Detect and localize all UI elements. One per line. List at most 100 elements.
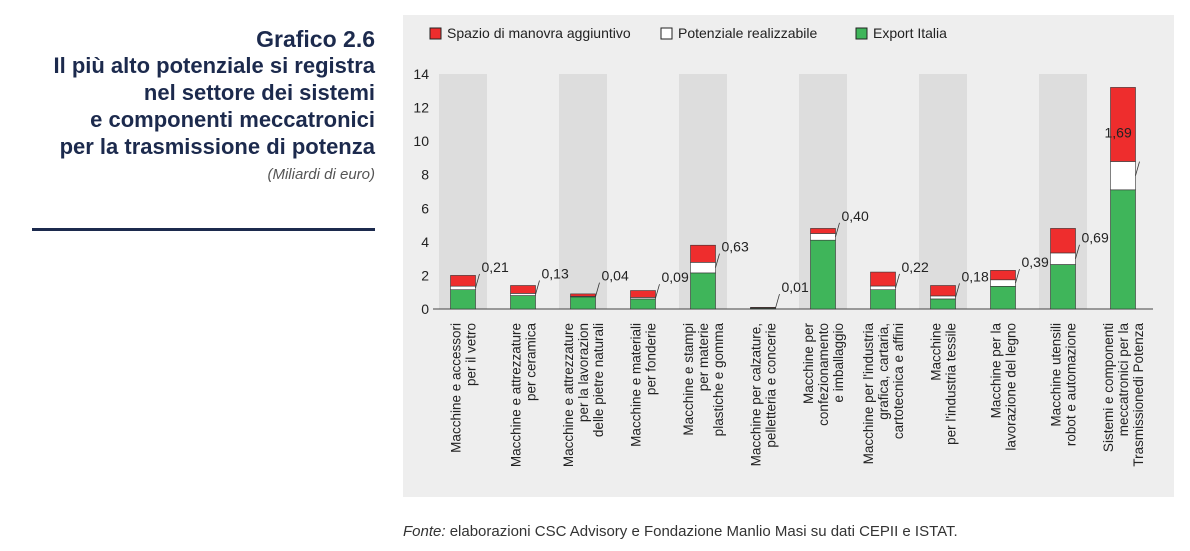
category-label-line: e imballaggio bbox=[831, 323, 846, 403]
category-label: Macchine e attrezzature per la lavorazion… bbox=[561, 323, 606, 467]
category-label-line: Macchine e attrezzature bbox=[509, 323, 524, 467]
data-label: 0,04 bbox=[602, 268, 629, 284]
category-label-line: per fonderie bbox=[644, 323, 659, 395]
bar-potenziale bbox=[1050, 252, 1076, 265]
bar-spazio bbox=[630, 290, 656, 298]
bar-export bbox=[930, 298, 956, 310]
bar-export bbox=[630, 298, 656, 310]
category-label: Macchine per calzature, pelletteria e con… bbox=[749, 323, 779, 466]
bar-export bbox=[810, 239, 836, 310]
source-note: Fonte: elaborazioni CSC Advisory e Fonda… bbox=[403, 523, 958, 540]
background-band bbox=[559, 74, 607, 309]
bar-spazio bbox=[510, 285, 536, 294]
chart-number: Grafico 2.6 bbox=[256, 26, 375, 52]
bar-spazio bbox=[450, 275, 476, 287]
legend-label: Spazio di manovra aggiuntivo bbox=[447, 25, 631, 41]
bar-potenziale bbox=[510, 293, 536, 296]
bar-potenziale bbox=[870, 285, 896, 290]
y-tick-label: 4 bbox=[421, 234, 429, 250]
bar-spazio bbox=[750, 307, 776, 309]
data-label-leader bbox=[535, 280, 540, 295]
bar-potenziale bbox=[1110, 161, 1136, 191]
category-label-line: cartotecnica e affini bbox=[891, 323, 906, 439]
data-label: 0,18 bbox=[962, 268, 989, 284]
data-label-leader bbox=[655, 284, 660, 299]
legend-label: Export Italia bbox=[873, 25, 947, 41]
data-label: 0,21 bbox=[482, 259, 509, 275]
bar-spazio bbox=[990, 270, 1016, 281]
category-label: Macchine e materiali per fonderie bbox=[629, 323, 659, 447]
category-label-line: per il vetro bbox=[464, 323, 479, 386]
category-label-line: pelletteria e concerie bbox=[764, 323, 779, 448]
bar-potenziale bbox=[990, 279, 1016, 287]
category-label-line: Trasmissionedi Potenza bbox=[1131, 323, 1146, 467]
data-label: 0,40 bbox=[842, 208, 869, 224]
chart-unit: (Miliardi di euro) bbox=[267, 166, 375, 183]
data-label: 0,13 bbox=[542, 265, 569, 281]
category-label-line: Sistemi e componenti bbox=[1101, 323, 1116, 452]
legend-label: Potenziale realizzabile bbox=[678, 25, 818, 41]
data-label-leader bbox=[1075, 244, 1080, 259]
bar-spazio bbox=[870, 271, 896, 287]
stacked-bar-chart: 0 2 4 6 8 10 12 14 Spazio di manovra aggiuntivo P… bbox=[413, 25, 1153, 468]
category-label-line: plastiche e gomma bbox=[711, 323, 726, 437]
y-tick-label: 0 bbox=[421, 301, 429, 317]
y-tick-label: 12 bbox=[413, 100, 429, 116]
bar-export bbox=[1110, 189, 1136, 310]
category-label-line: robot e automazione bbox=[1064, 323, 1079, 446]
heading-divider bbox=[32, 228, 375, 231]
category-label-line: grafica, cartaria, bbox=[876, 323, 891, 420]
category-label-line: per ceramica bbox=[524, 323, 539, 402]
category-label-line: Macchine e materiali bbox=[629, 323, 644, 447]
category-label-line: confezionamento bbox=[816, 323, 831, 426]
category-label-line: Macchine per l'industria bbox=[861, 323, 876, 465]
category-label-line: meccatronici per la bbox=[1116, 323, 1131, 437]
y-tick-label: 2 bbox=[421, 267, 429, 283]
category-label: Macchine utensili robot e automazione bbox=[1049, 323, 1079, 446]
data-label-leader bbox=[715, 253, 720, 268]
data-label: 0,22 bbox=[902, 259, 929, 275]
data-label: 0,69 bbox=[1082, 230, 1109, 246]
chart-heading: Grafico 2.6 Il più alto potenziale si re… bbox=[20, 26, 375, 183]
data-label: 0,63 bbox=[722, 239, 749, 255]
bar-potenziale bbox=[450, 285, 476, 290]
category-label-line: Macchine e stampi bbox=[681, 323, 696, 436]
data-label-leader bbox=[1135, 161, 1140, 176]
chart-panel: 0 2 4 6 8 10 12 14 Spazio di manovra aggiuntivo P… bbox=[403, 15, 1174, 497]
category-label: Macchine e accessori per il vetro bbox=[449, 323, 479, 453]
bar-spazio bbox=[570, 293, 596, 297]
category-label-line: delle pietre naturali bbox=[591, 323, 606, 437]
y-tick-label: 10 bbox=[413, 133, 429, 149]
background-band bbox=[439, 74, 487, 309]
chart-title-line: per la trasmissione di potenza bbox=[59, 134, 375, 159]
category-label-line: per materie bbox=[696, 323, 711, 391]
bar-spazio bbox=[1110, 87, 1136, 162]
category-label: Sistemi e componenti meccatronici per la T… bbox=[1101, 323, 1146, 467]
bar-export bbox=[570, 296, 596, 310]
y-tick-label: 14 bbox=[413, 66, 429, 82]
background-band bbox=[919, 74, 967, 309]
data-label-leader bbox=[775, 293, 780, 309]
category-label-line: Macchine per la bbox=[989, 323, 1004, 419]
data-label-leader bbox=[955, 283, 960, 298]
bar-spazio bbox=[930, 285, 956, 297]
category-label-line: Macchine e accessori bbox=[449, 323, 464, 453]
category-label: Macchine e stampi per materie plastiche e … bbox=[681, 323, 726, 437]
category-label: Macchine per confezionamento e imballaggio bbox=[801, 323, 846, 426]
bar-potenziale bbox=[930, 295, 956, 300]
category-label-line: per la lavorazion bbox=[576, 323, 591, 422]
category-label: Macchine e attrezzature per ceramica bbox=[509, 323, 539, 468]
bar-potenziale bbox=[690, 262, 716, 274]
category-label: Macchine per la lavorazione del legno bbox=[989, 323, 1019, 451]
bar-export bbox=[870, 289, 896, 310]
category-label: Macchine per l'industria grafica, cartari… bbox=[861, 323, 906, 465]
bar-spazio bbox=[1050, 228, 1076, 254]
category-label-line: Macchine per calzature, bbox=[749, 323, 764, 466]
data-label: 0,09 bbox=[662, 269, 689, 285]
data-label-leader bbox=[475, 273, 480, 289]
source-prefix: Fonte: bbox=[403, 523, 446, 540]
data-label-leader bbox=[835, 222, 840, 237]
category-label-line: per l'industria tessile bbox=[944, 323, 959, 445]
category-label-line: Macchine bbox=[929, 323, 944, 381]
chart-title-line: nel settore dei sistemi bbox=[143, 80, 375, 105]
